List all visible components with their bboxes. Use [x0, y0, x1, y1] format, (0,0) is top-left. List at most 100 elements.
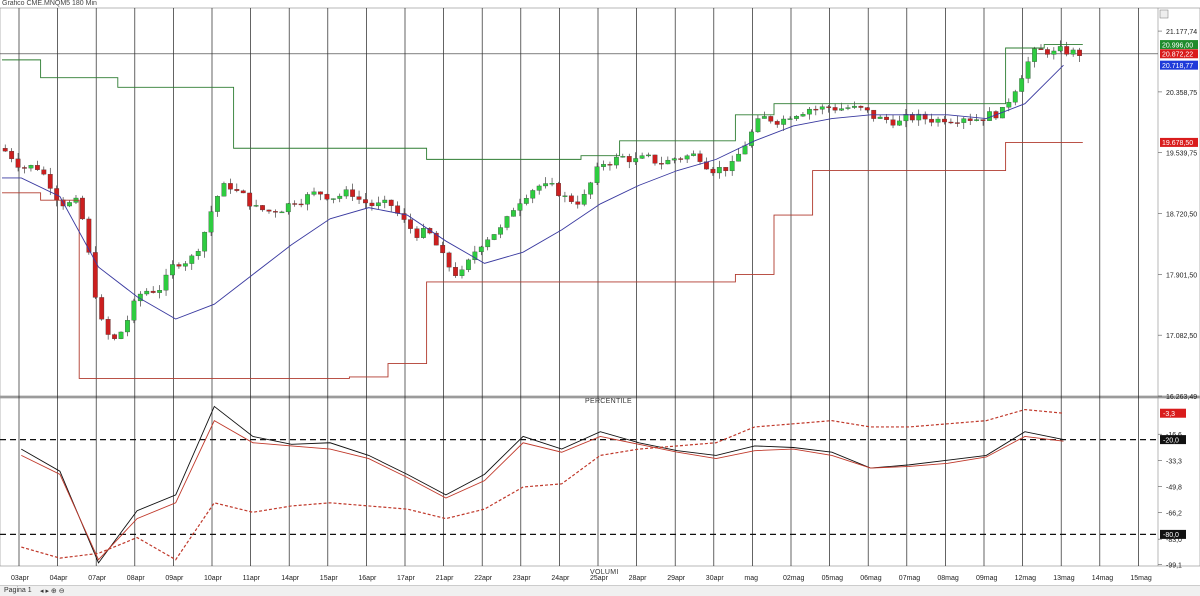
candle-body	[118, 331, 124, 339]
candle-body	[671, 158, 677, 161]
candle-body	[285, 203, 291, 213]
candle-body	[916, 113, 922, 121]
candle-body	[202, 231, 208, 252]
candle-body	[247, 192, 253, 207]
y-tick-label: 16.263,49	[1166, 394, 1197, 401]
candle-body	[305, 194, 310, 205]
candle-body	[420, 228, 426, 238]
candle-body	[1019, 78, 1025, 92]
candle-body	[684, 155, 690, 160]
candle-body	[517, 203, 523, 211]
candle-body	[729, 161, 735, 172]
x-tick-label: 04apr	[50, 575, 69, 582]
candle-body	[626, 156, 632, 163]
candle-body	[897, 120, 902, 126]
x-tick-label: 08mag	[937, 575, 959, 582]
osc-badge-label: -3,3	[1163, 411, 1175, 418]
osc-badge-label: -20,0	[1163, 437, 1179, 444]
candle-body	[163, 274, 169, 291]
candle-body	[105, 319, 111, 335]
oscillator-panel-label: PERCENTILE	[585, 398, 632, 405]
osc-fast-line	[21, 405, 1064, 564]
panel-maximize-icon	[1159, 9, 1169, 19]
candle-body	[41, 169, 47, 175]
candle-body	[594, 166, 600, 183]
candle-body	[266, 209, 272, 212]
candle-body	[324, 194, 330, 200]
candle-body	[215, 196, 220, 212]
candle-body	[813, 108, 819, 111]
candle-body	[774, 121, 780, 125]
candle-body	[472, 251, 478, 261]
candle-body	[478, 246, 484, 253]
candle-body	[47, 174, 53, 189]
y-tick-label: 19.539,75	[1166, 151, 1197, 158]
candle-body	[659, 163, 664, 165]
candle-body	[459, 269, 465, 276]
candle-body	[28, 165, 34, 169]
candle-body	[337, 195, 343, 199]
candle-body	[273, 211, 278, 213]
candle-body	[543, 183, 549, 187]
candle-body	[954, 122, 960, 124]
osc-badge-label: -80,0	[1163, 532, 1179, 539]
candle-body	[375, 202, 381, 207]
oscillator-panel-frame	[0, 397, 1200, 567]
x-tick-label: 09mag	[976, 575, 998, 582]
page-nav-icons[interactable]: ◂ ▸ ⊕ ⊖	[40, 588, 65, 595]
candle-body	[562, 195, 568, 197]
price-badge	[1160, 40, 1198, 50]
candle-body	[575, 201, 581, 205]
candle-body	[523, 198, 529, 204]
candle-body	[298, 203, 304, 206]
osc-dotted-line	[21, 408, 1064, 561]
candle-body	[227, 183, 233, 190]
candle-body	[974, 119, 980, 121]
candle-body	[581, 194, 587, 205]
candle-body	[343, 189, 349, 197]
candle-body	[92, 252, 98, 298]
candle-body	[987, 111, 992, 121]
candle-body	[749, 131, 754, 146]
candle-body	[1012, 91, 1018, 103]
candle-body	[1006, 101, 1012, 108]
y-tick-label: 20.358,75	[1166, 90, 1197, 97]
candle-body	[401, 213, 407, 220]
candle-body	[806, 108, 812, 115]
price-badge	[1160, 49, 1198, 59]
y-tick-label: 17.901,50	[1166, 272, 1197, 279]
candle-body	[182, 263, 188, 267]
price-badge-label: 20.996,00	[1162, 42, 1193, 49]
candle-body	[761, 116, 767, 119]
candle-body	[781, 118, 787, 125]
osc-tick-label: -33,3	[1166, 459, 1182, 466]
candle-body	[646, 154, 651, 157]
candle-body	[961, 118, 967, 123]
x-tick-label: 07mag	[899, 575, 921, 582]
page-tab[interactable]: Pagina 1	[4, 587, 32, 594]
candle-body	[530, 190, 536, 199]
x-tick-label: 14mag	[1092, 575, 1114, 582]
candle-body	[704, 161, 709, 170]
candle-body	[1051, 50, 1057, 55]
x-tick-label: 17apr	[397, 575, 416, 582]
candle-body	[742, 145, 748, 155]
x-tick-label: 15mag	[1130, 575, 1152, 582]
candle-body	[787, 118, 793, 120]
candle-body	[871, 109, 877, 119]
candle-body	[453, 267, 458, 276]
candle-body	[292, 203, 298, 205]
x-tick-label: 30apr	[706, 575, 725, 582]
candle-body	[620, 156, 626, 158]
candle-body	[633, 158, 639, 163]
candle-body	[279, 211, 285, 214]
candle-body	[607, 164, 613, 166]
candle-body	[1038, 48, 1044, 51]
candle-body	[639, 155, 645, 159]
osc-tick-label: -99,1	[1166, 563, 1182, 570]
candle-body	[819, 106, 825, 110]
candle-body	[691, 153, 696, 156]
candle-body	[99, 297, 105, 320]
x-tick-label: mag	[744, 575, 758, 582]
